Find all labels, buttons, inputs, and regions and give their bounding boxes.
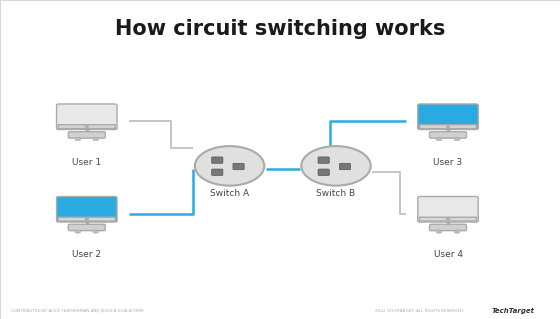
FancyBboxPatch shape [57, 104, 117, 130]
FancyBboxPatch shape [418, 197, 478, 222]
Circle shape [195, 146, 264, 186]
Circle shape [436, 137, 442, 141]
Circle shape [93, 230, 99, 233]
Circle shape [75, 137, 81, 141]
Text: TechTarget: TechTarget [492, 308, 535, 314]
Circle shape [93, 137, 99, 141]
Circle shape [446, 125, 450, 128]
FancyBboxPatch shape [430, 224, 466, 231]
Circle shape [436, 230, 442, 233]
FancyBboxPatch shape [339, 163, 351, 170]
FancyBboxPatch shape [419, 125, 477, 129]
Text: How circuit switching works: How circuit switching works [115, 19, 445, 39]
Text: Switch A: Switch A [210, 189, 249, 198]
Text: User 4: User 4 [433, 250, 463, 259]
FancyBboxPatch shape [58, 217, 115, 221]
Text: Switch B: Switch B [316, 189, 356, 198]
FancyBboxPatch shape [418, 104, 478, 130]
Circle shape [85, 218, 89, 220]
FancyBboxPatch shape [68, 132, 105, 138]
FancyBboxPatch shape [430, 132, 466, 138]
Text: User 2: User 2 [72, 250, 101, 259]
FancyBboxPatch shape [419, 217, 477, 221]
Circle shape [454, 137, 460, 141]
Text: CONTRIBUTED BY ALICE FEATHERMAN AND JESSICA SCALAFORM: CONTRIBUTED BY ALICE FEATHERMAN AND JESS… [11, 309, 144, 313]
Text: User 3: User 3 [433, 158, 463, 167]
FancyBboxPatch shape [57, 197, 117, 222]
FancyBboxPatch shape [318, 169, 329, 175]
FancyBboxPatch shape [212, 157, 223, 163]
Circle shape [85, 125, 89, 128]
Circle shape [75, 230, 81, 233]
Circle shape [301, 146, 371, 186]
FancyBboxPatch shape [233, 163, 244, 170]
FancyBboxPatch shape [318, 157, 329, 163]
FancyBboxPatch shape [212, 169, 223, 175]
FancyBboxPatch shape [68, 224, 105, 231]
Text: 2022 TECHTARGET. ALL RIGHTS RESERVED.: 2022 TECHTARGET. ALL RIGHTS RESERVED. [375, 309, 465, 313]
Text: User 1: User 1 [72, 158, 101, 167]
FancyBboxPatch shape [58, 125, 115, 129]
Circle shape [454, 230, 460, 233]
Circle shape [446, 218, 450, 220]
